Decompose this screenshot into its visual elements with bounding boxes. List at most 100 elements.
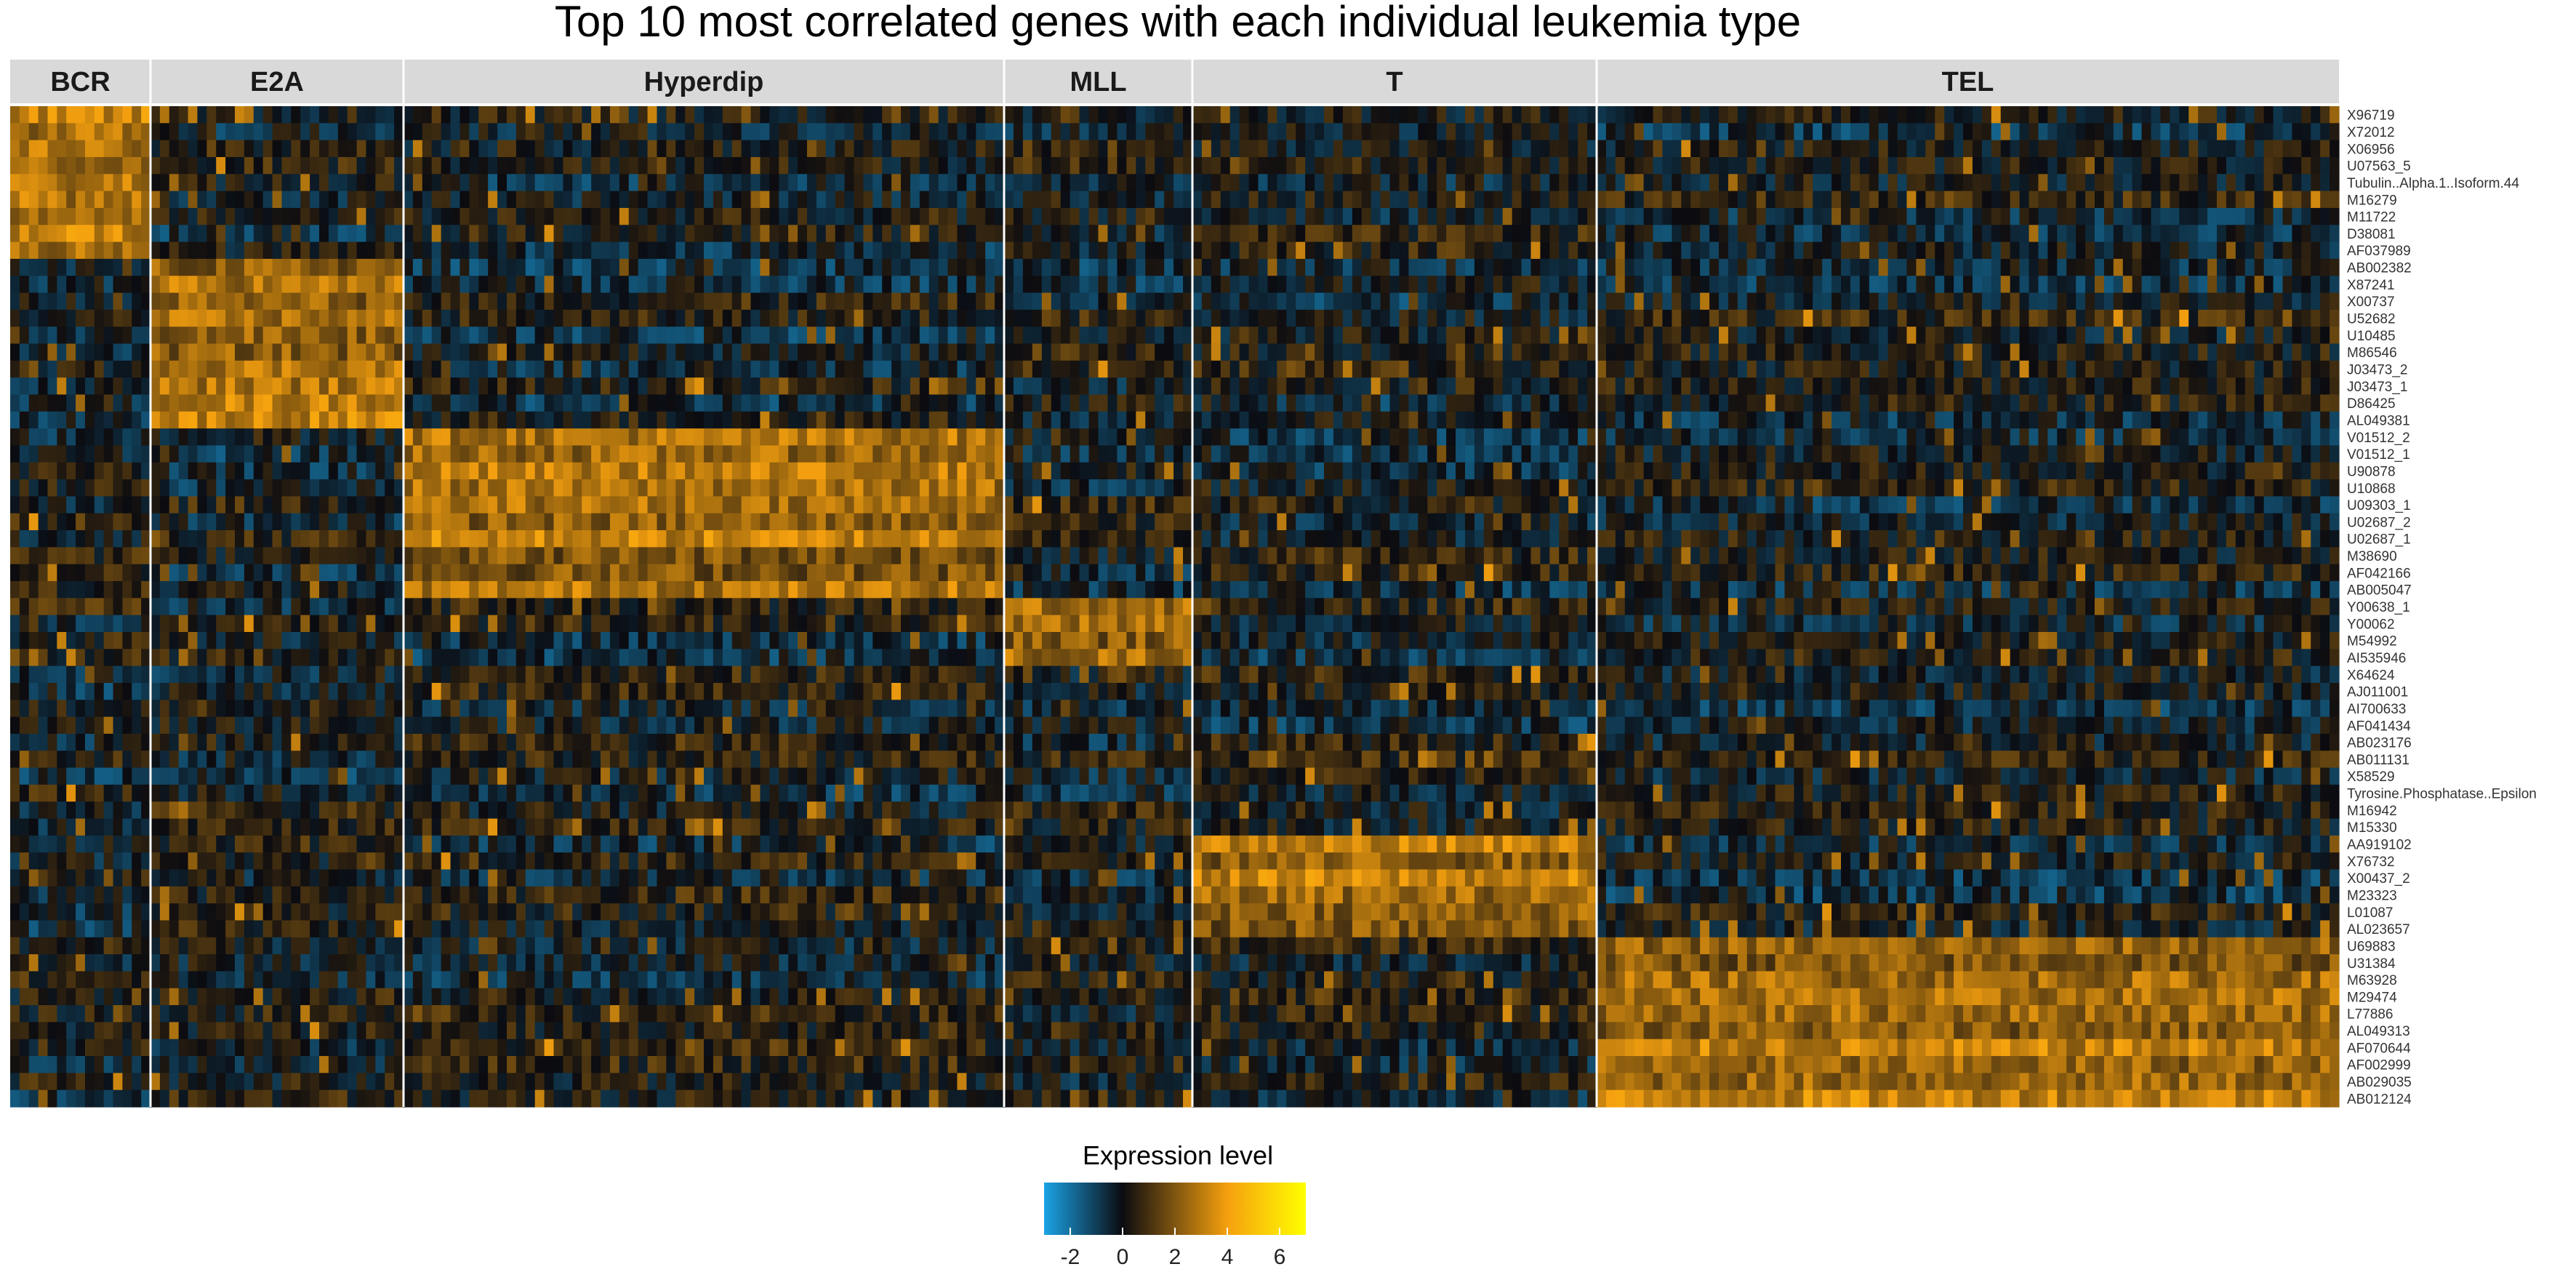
heatmap-cell bbox=[422, 428, 433, 447]
heatmap-cell bbox=[375, 1089, 385, 1108]
heatmap-cell bbox=[141, 309, 151, 327]
heatmap-cell bbox=[57, 852, 67, 871]
heatmap-cell bbox=[253, 564, 264, 582]
heatmap-cell bbox=[628, 751, 639, 769]
heatmap-cell bbox=[515, 140, 526, 158]
heatmap-cell bbox=[300, 513, 310, 531]
heatmap-cell bbox=[291, 903, 301, 921]
heatmap-cell bbox=[412, 292, 423, 311]
heatmap-cell bbox=[619, 411, 630, 429]
heatmap-cell bbox=[882, 665, 892, 684]
heatmap-cell bbox=[919, 106, 930, 124]
heatmap-cell bbox=[731, 292, 742, 311]
heatmap-cell bbox=[957, 649, 967, 667]
heatmap-cell bbox=[497, 207, 507, 225]
heatmap-cell bbox=[347, 479, 358, 497]
heatmap-cell bbox=[769, 292, 779, 311]
heatmap-cell bbox=[178, 547, 189, 565]
heatmap-cell bbox=[525, 106, 536, 124]
heatmap-cell bbox=[825, 207, 836, 225]
heatmap-cell bbox=[591, 631, 601, 649]
heatmap-cell bbox=[300, 225, 310, 243]
heatmap-cell bbox=[441, 700, 452, 718]
heatmap-cell bbox=[601, 631, 611, 649]
heatmap-cell bbox=[825, 258, 836, 276]
heatmap-cell bbox=[281, 835, 292, 853]
heatmap-cell bbox=[10, 649, 20, 667]
heatmap-cell bbox=[310, 360, 320, 378]
heatmap-cell bbox=[385, 869, 395, 887]
heatmap-cell bbox=[347, 1073, 358, 1091]
heatmap-cell bbox=[47, 327, 57, 345]
heatmap-cell bbox=[601, 751, 611, 769]
heatmap-cell bbox=[272, 411, 283, 429]
heatmap-cell bbox=[113, 767, 123, 785]
heatmap-cell bbox=[38, 377, 49, 396]
heatmap-cell bbox=[609, 700, 620, 718]
heatmap-cell bbox=[404, 225, 414, 243]
heatmap-cell bbox=[563, 615, 573, 633]
heatmap-cell bbox=[947, 751, 958, 769]
heatmap-cell bbox=[938, 327, 949, 345]
heatmap-cell bbox=[366, 241, 376, 260]
heatmap-cell bbox=[647, 682, 658, 700]
heatmap-cell bbox=[722, 733, 733, 751]
heatmap-cell bbox=[469, 225, 479, 243]
heatmap-cell bbox=[553, 513, 564, 531]
heatmap-cell bbox=[844, 191, 855, 209]
heatmap-cell bbox=[515, 682, 526, 700]
heatmap-cell bbox=[57, 1039, 67, 1057]
heatmap-cell bbox=[816, 547, 827, 565]
heatmap-cell bbox=[262, 394, 273, 412]
heatmap-cell bbox=[798, 428, 808, 447]
heatmap-cell bbox=[722, 292, 733, 311]
heatmap-cell bbox=[919, 513, 930, 531]
heatmap-cell bbox=[601, 649, 611, 667]
heatmap-cell bbox=[882, 207, 892, 225]
heatmap-cell bbox=[647, 207, 658, 225]
heatmap-cell bbox=[404, 649, 414, 667]
heatmap-cell bbox=[347, 716, 358, 735]
heatmap-cell bbox=[882, 174, 892, 192]
heatmap-cell bbox=[891, 276, 902, 294]
heatmap-cell bbox=[450, 462, 461, 480]
heatmap-cell bbox=[694, 156, 705, 175]
heatmap-cell bbox=[788, 174, 798, 192]
heatmap-cell bbox=[94, 716, 105, 735]
heatmap-cell bbox=[863, 564, 873, 582]
heatmap-cell bbox=[151, 1056, 161, 1073]
heatmap-cell bbox=[928, 191, 939, 209]
heatmap-cell bbox=[197, 835, 207, 853]
heatmap-cell bbox=[478, 665, 489, 684]
heatmap-cell bbox=[919, 530, 930, 548]
heatmap-cell bbox=[891, 241, 902, 260]
heatmap-cell bbox=[66, 615, 76, 633]
heatmap-cell bbox=[675, 207, 686, 225]
heatmap-cell bbox=[863, 428, 873, 447]
heatmap-cell bbox=[412, 241, 423, 260]
heatmap-cell bbox=[178, 411, 189, 429]
heatmap-cell bbox=[731, 309, 742, 327]
heatmap-cell bbox=[253, 140, 264, 158]
heatmap-cell bbox=[385, 1073, 395, 1091]
heatmap-cell bbox=[553, 258, 564, 276]
heatmap-cell bbox=[319, 954, 329, 972]
heatmap-cell bbox=[647, 394, 658, 412]
heatmap-cell bbox=[741, 207, 752, 225]
heatmap-cell bbox=[113, 394, 123, 412]
heatmap-cell bbox=[798, 258, 808, 276]
heatmap-cell bbox=[337, 225, 348, 243]
heatmap-cell bbox=[534, 716, 545, 735]
heatmap-cell bbox=[94, 343, 105, 361]
heatmap-cell bbox=[132, 801, 142, 820]
heatmap-cell bbox=[563, 700, 573, 718]
heatmap-cell bbox=[835, 225, 846, 243]
heatmap-cell bbox=[957, 106, 967, 124]
heatmap-cell bbox=[534, 445, 545, 463]
heatmap-cell bbox=[591, 564, 601, 582]
heatmap-cell bbox=[57, 225, 67, 243]
heatmap-cell bbox=[375, 428, 385, 447]
heatmap-cell bbox=[891, 682, 902, 700]
heatmap-cell bbox=[375, 801, 385, 820]
heatmap-cell bbox=[515, 207, 526, 225]
